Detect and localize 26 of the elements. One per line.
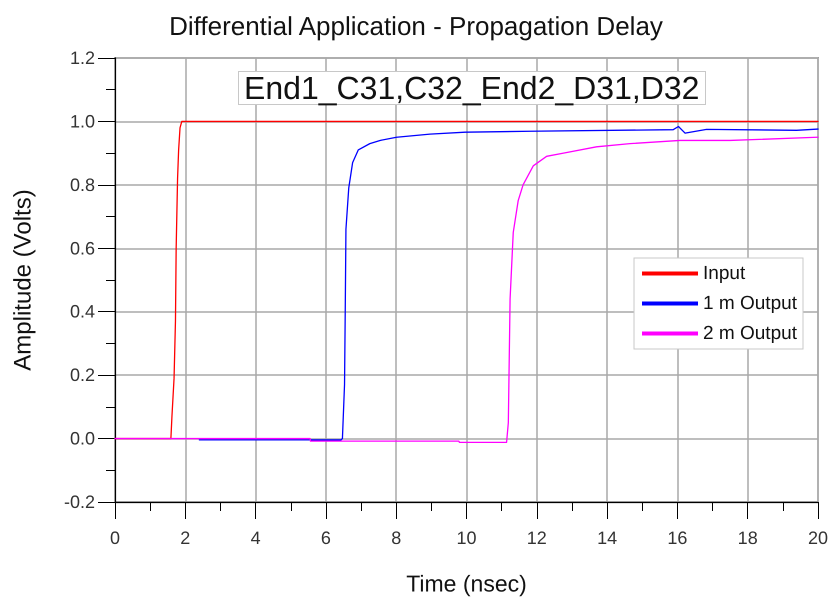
x-tick-label: 8	[391, 528, 402, 548]
legend-label: 2 m Output	[703, 323, 798, 344]
y-tick-label: 1.2	[70, 48, 95, 68]
y-tick-label: 0.4	[70, 302, 95, 322]
y-axis-title: Amplitude (Volts)	[10, 189, 36, 371]
y-tick-label: 0.8	[70, 174, 95, 195]
y-tick-label: 1.0	[70, 111, 95, 132]
chart-title: Differential Application - Propagation Delay	[169, 11, 663, 41]
y-tick-label: 0.2	[70, 365, 95, 386]
x-tick-label: 12	[526, 528, 547, 548]
annotation: End1_C31,C32_End2_D31,D32	[244, 70, 700, 106]
x-tick-label: 10	[456, 528, 477, 548]
x-tick-label: 16	[667, 528, 688, 548]
y-tick-label: 0.0	[70, 428, 95, 449]
x-axis-title: Time (nsec)	[406, 570, 527, 596]
x-tick-label: 2	[180, 528, 190, 548]
x-tick-label: 0	[110, 528, 120, 548]
legend-label: Input	[703, 263, 746, 284]
x-tick-label: 14	[597, 528, 618, 548]
x-tick-label: 20	[808, 528, 828, 548]
x-tick-label: 4	[250, 528, 261, 548]
x-tick-label: 18	[738, 528, 758, 548]
x-tick-label: 6	[320, 528, 331, 548]
legend-label: 1 m Output	[703, 293, 798, 314]
y-tick-label: -0.2	[64, 492, 95, 512]
y-tick-label: 0.6	[70, 238, 95, 258]
